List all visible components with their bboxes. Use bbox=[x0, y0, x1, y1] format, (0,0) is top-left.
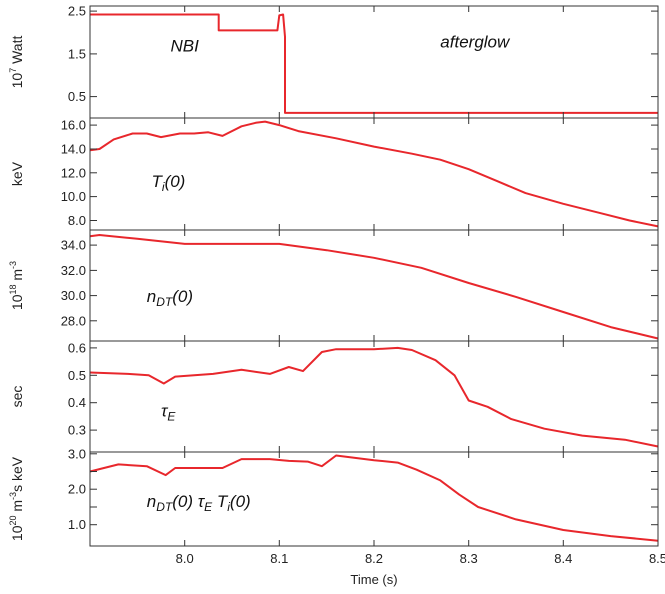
y-tick-label: 3.0 bbox=[68, 446, 86, 461]
x-tick-label: 8.3 bbox=[460, 551, 478, 566]
label-part: 7 bbox=[8, 68, 18, 73]
y-tick-label: 10.0 bbox=[61, 189, 86, 204]
y-tick-label: 12.0 bbox=[61, 165, 86, 180]
label-part: 20 bbox=[8, 516, 18, 526]
label-part: -3 bbox=[8, 492, 18, 500]
panel-2: 8.0 10.0 12.0 14.0 16.0 keV Ti​(0) bbox=[9, 117, 659, 231]
panel-annotation: nDT​(0) τE​ Ti​(0) bbox=[147, 492, 251, 514]
y-tick-label: 0.5 bbox=[68, 89, 86, 104]
x-tick-label: 8.0 bbox=[176, 551, 194, 566]
panel-1: 0.5 1.5 2.5 107​ Watt NBI afterglow bbox=[8, 4, 659, 119]
label-part: afterglow bbox=[440, 33, 511, 52]
label-part: n bbox=[147, 492, 156, 511]
series-line-panel-1 bbox=[90, 13, 658, 114]
y-tick-label: 0.3 bbox=[68, 423, 86, 438]
y-axis-label: 107​ Watt bbox=[8, 36, 25, 89]
label-part: Watt bbox=[9, 36, 25, 68]
y-tick-label: 2.0 bbox=[68, 482, 86, 497]
label-part: T bbox=[212, 492, 229, 511]
y-axis-label: sec bbox=[9, 386, 25, 408]
series-line-panel-3 bbox=[89, 234, 659, 340]
y-axis-label: 1018​ m-3​ bbox=[8, 261, 25, 310]
label-part: T bbox=[152, 172, 164, 191]
panel-5: 1.0 2.0 3.0 1020​ m-3​s keV nDT​(0) τE​ Ti​(… bbox=[8, 446, 659, 547]
y-tick-label: 0.4 bbox=[68, 395, 86, 410]
label-part: τ bbox=[161, 401, 169, 420]
label-part: NBI bbox=[171, 37, 200, 56]
label-part: 18 bbox=[8, 284, 18, 294]
label-part: m bbox=[9, 269, 25, 285]
label-part: DT bbox=[156, 295, 174, 309]
label-part: DT bbox=[156, 500, 174, 514]
panel-annotation: afterglow bbox=[440, 33, 511, 52]
label-part: m bbox=[9, 500, 25, 516]
y-tick-label: 1.5 bbox=[68, 46, 86, 61]
y-tick-label: 30.0 bbox=[61, 288, 86, 303]
label-part: (0) bbox=[172, 287, 193, 306]
y-tick-label: 8.0 bbox=[68, 213, 86, 228]
panel-4: 0.3 0.4 0.5 0.6 sec τE​ bbox=[9, 340, 659, 453]
y-axis-label: 1020​ m-3​s keV bbox=[8, 456, 25, 541]
panels-layer: 0.5 1.5 2.5 107​ Watt NBI afterglow 8.0 10.0 12.… bbox=[8, 4, 665, 566]
label-part: n bbox=[147, 287, 156, 306]
y-tick-label: 16.0 bbox=[61, 118, 86, 133]
panel-3: 28.0 30.0 32.0 34.0 1018​ m-3​ nDT​(0) bbox=[8, 229, 659, 342]
label-part: 10 bbox=[9, 294, 25, 310]
y-tick-label: 14.0 bbox=[61, 142, 86, 157]
x-tick-label: 8.2 bbox=[365, 551, 383, 566]
y-axis-label: keV bbox=[9, 161, 25, 186]
y-tick-label: 34.0 bbox=[61, 238, 86, 253]
label-part: -3 bbox=[8, 261, 18, 269]
y-tick-label: 2.5 bbox=[68, 4, 86, 19]
series-line-panel-2 bbox=[89, 120, 659, 228]
panel-annotation: NBI bbox=[171, 37, 200, 56]
y-tick-label: 0.5 bbox=[68, 368, 86, 383]
y-tick-label: 32.0 bbox=[61, 263, 86, 278]
series-line-panel-4 bbox=[89, 346, 659, 448]
x-tick-label: 8.5 bbox=[649, 551, 665, 566]
panel-annotation: nDT​(0) bbox=[147, 287, 193, 309]
label-part: (0) bbox=[230, 492, 251, 511]
panel-frame bbox=[89, 5, 659, 119]
y-tick-label: 28.0 bbox=[61, 313, 86, 328]
label-part: E bbox=[167, 409, 176, 423]
label-part: (0) τ bbox=[172, 492, 206, 511]
label-part: i bbox=[162, 180, 165, 194]
label-part: i bbox=[227, 500, 230, 514]
y-tick-label: 1.0 bbox=[68, 517, 86, 532]
panel-frame bbox=[89, 340, 659, 453]
x-axis-label: Time (s) bbox=[350, 572, 397, 587]
x-tick-label: 8.1 bbox=[270, 551, 288, 566]
label-part: (0) bbox=[165, 172, 186, 191]
label-part: E bbox=[204, 500, 213, 514]
label-part: s keV bbox=[9, 456, 25, 492]
label-part: 10 bbox=[9, 73, 25, 89]
label-part: 10 bbox=[9, 525, 25, 541]
panel-frame bbox=[89, 229, 659, 342]
panel-annotation: Ti​(0) bbox=[152, 172, 186, 194]
y-tick-label: 0.6 bbox=[68, 340, 86, 355]
series-line-panel-5 bbox=[89, 454, 659, 542]
panel-annotation: τE​ bbox=[161, 401, 176, 423]
label-part: keV bbox=[9, 161, 25, 186]
x-tick-label: 8.4 bbox=[554, 551, 572, 566]
label-part: sec bbox=[9, 386, 25, 408]
